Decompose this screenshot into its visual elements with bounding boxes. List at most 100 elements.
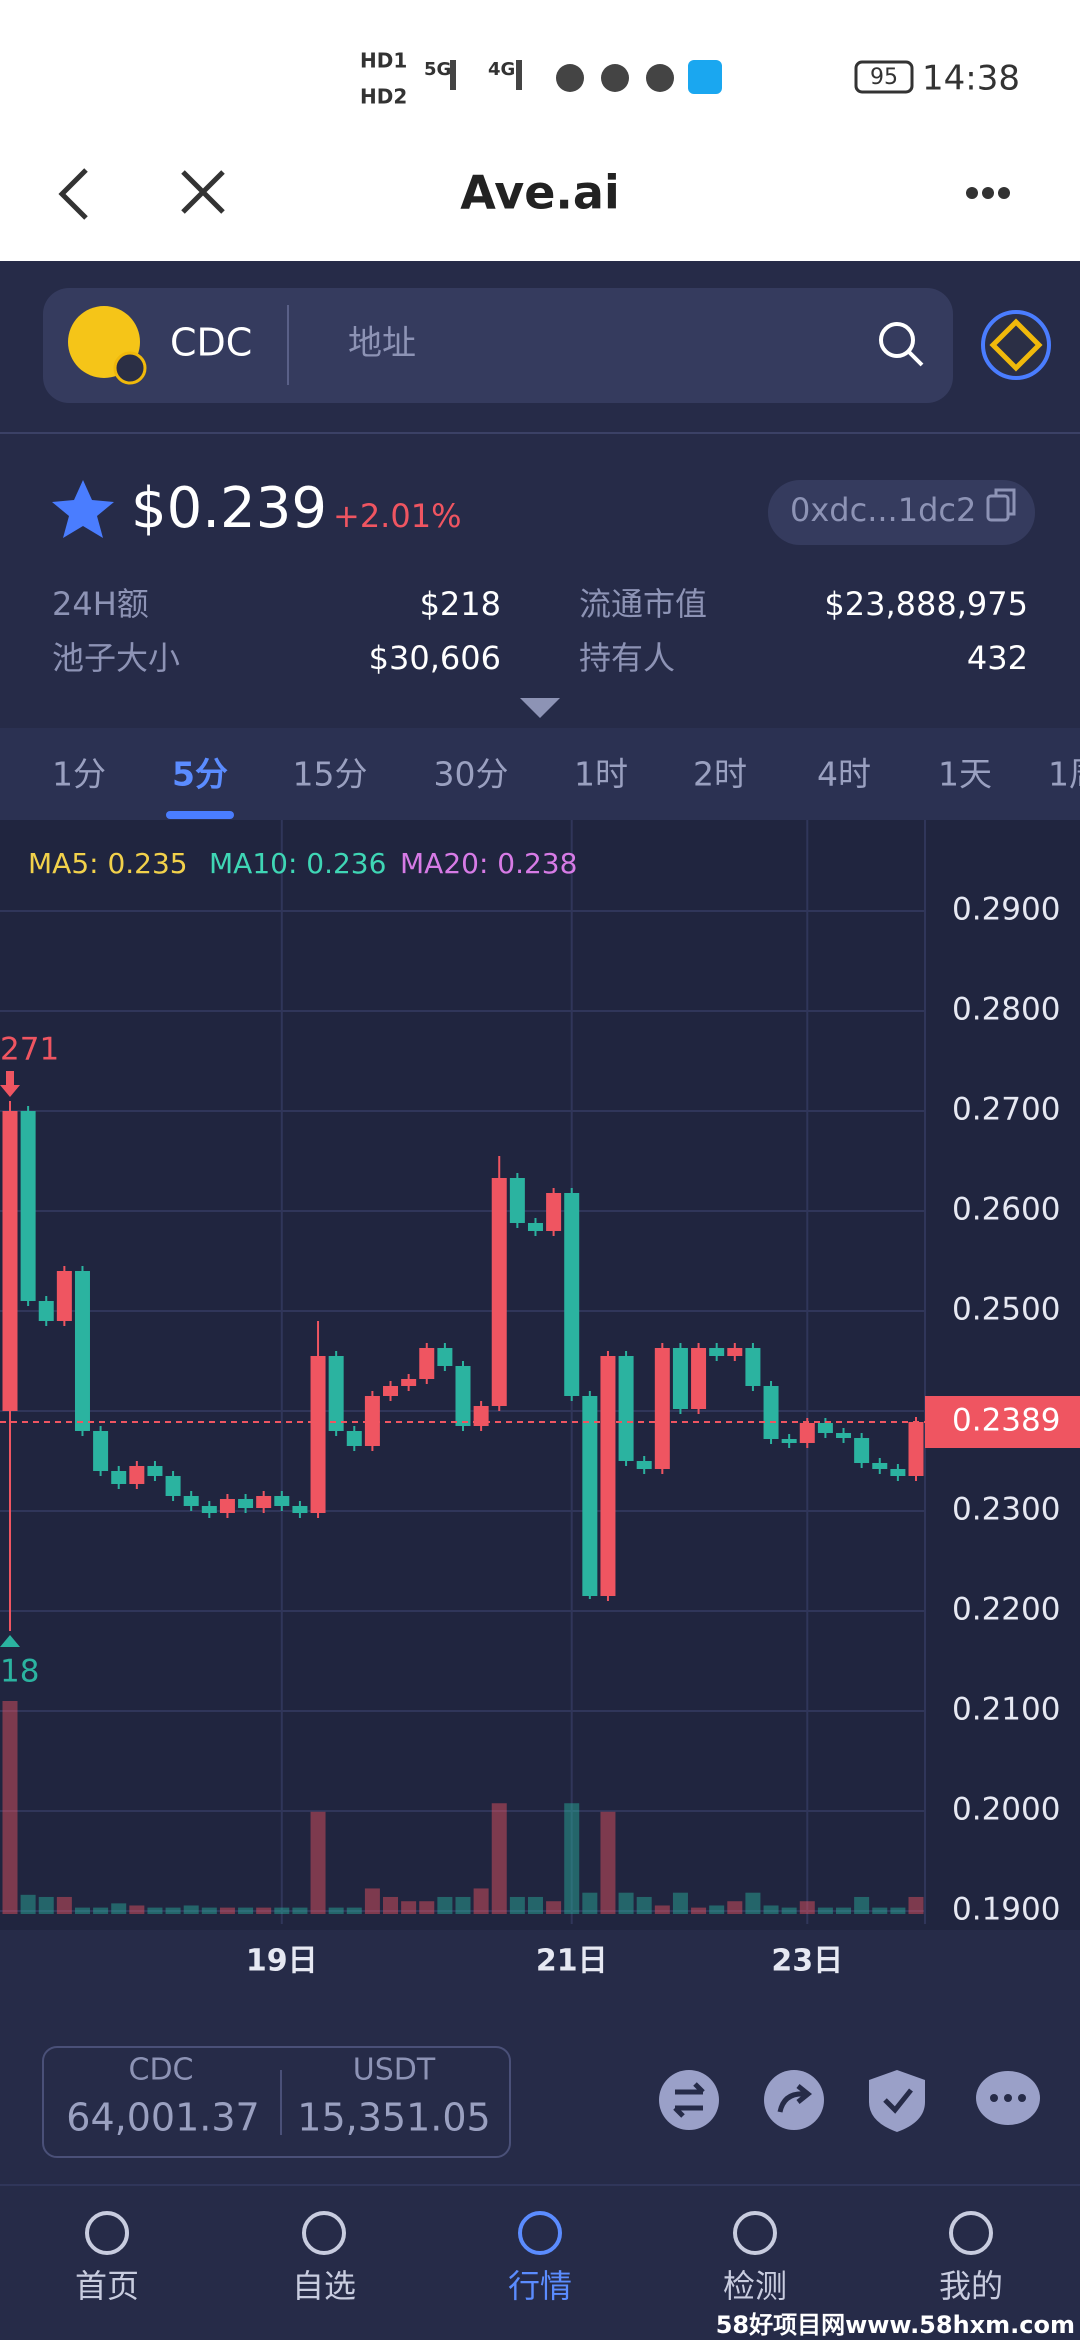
stat-label: 24H额 [52,585,149,623]
interval-tab[interactable]: 30分 [434,755,509,794]
tab-label[interactable]: 我的 [939,2267,1003,2305]
candle-body [908,1422,924,1476]
copy-icon[interactable] [986,488,1016,522]
y-tick-label: 0.2500 [952,1292,1060,1328]
stat-label: 流通市值 [579,585,707,623]
volume-bar [908,1896,924,1914]
close-button[interactable] [181,170,225,214]
volume-bar [546,1901,562,1914]
menu-button[interactable] [966,187,1010,199]
interval-tab[interactable]: 1天 [938,755,992,794]
back-button[interactable] [58,168,88,220]
candle-body [799,1423,815,1443]
volume-bar [600,1811,616,1914]
tab-label[interactable]: 首页 [75,2267,139,2305]
candle-body [346,1431,362,1446]
volume-bar [292,1907,308,1914]
nav-title: Ave.ai [460,166,619,220]
y-tick-label: 0.2700 [952,1092,1060,1128]
interval-tab[interactable]: 15分 [293,755,368,794]
volume-bar [763,1905,779,1914]
current-price-tag [925,1396,1080,1448]
tab-icon[interactable] [949,2211,993,2255]
battery [854,60,914,94]
high-arrow [0,1071,20,1097]
token-address: 0xdc...1dc2 [790,491,976,529]
volume-bar [201,1907,217,1914]
balance-amount: 15,351.05 [297,2096,490,2140]
y-tick-label: 0.2100 [952,1692,1060,1728]
candle-body [310,1356,326,1513]
search-bar[interactable] [43,288,953,403]
volume-bar [256,1907,272,1914]
low-marker: 18 [0,1654,39,1690]
top-bar-bg [0,0,1080,261]
status-signal: HD2 [360,85,407,109]
volume-bar [20,1894,36,1914]
volume-bar [817,1907,833,1914]
interval-bar [0,728,1080,820]
volume-bar [618,1892,634,1914]
volume-bar [672,1892,688,1914]
y-tick-label: 0.2600 [952,1192,1060,1228]
volume-bar [745,1892,761,1914]
candle-body [636,1461,652,1469]
chain-switch[interactable] [981,310,1051,380]
swap-button[interactable] [659,2070,719,2130]
y-tick-label: 0.2300 [952,1492,1060,1528]
tab-label[interactable]: 检测 [723,2267,787,2305]
interval-tab[interactable]: 4时 [817,755,871,794]
candle-body [618,1356,634,1461]
candle-body [600,1356,616,1596]
candle-body [564,1193,580,1396]
share-button[interactable] [764,2070,824,2130]
volume-bar [364,1888,380,1914]
volume-bar [346,1907,362,1914]
interval-tab[interactable]: 1时 [574,755,628,794]
volume-bar [38,1896,54,1914]
tab-icon[interactable] [518,2211,562,2255]
candle-body [890,1469,906,1476]
stat-label: 持有人 [579,639,675,677]
address-pill[interactable] [768,480,1035,545]
candle-body [437,1348,453,1366]
volume-bar [437,1896,453,1914]
balance-symbol: CDC [129,2053,194,2088]
candle-body [854,1438,870,1463]
volume-bar [419,1901,435,1914]
volume-bar [165,1907,181,1914]
candle-body [709,1348,725,1356]
volume-bar [527,1896,543,1914]
tab-icon[interactable] [302,2211,346,2255]
expand-toggle[interactable] [520,698,560,718]
stat-value: 432 [967,639,1028,677]
volume-bar [636,1896,652,1914]
interval-tab[interactable]: 1周 [1048,755,1080,794]
action-glyphs [673,2082,913,2118]
interval-tab[interactable]: 1分 [52,755,106,794]
candle-body [56,1271,72,1321]
tab-label[interactable]: 行情 [508,2267,572,2305]
interval-tab[interactable]: 5分 [172,755,228,794]
candle-body [147,1466,163,1476]
search-placeholder: 地址 [348,324,416,364]
watermark: 58好项目网www.58hxm.com [716,2311,1075,2339]
candle-body [364,1396,380,1446]
y-tick-label: 0.2200 [952,1592,1060,1628]
search-icon[interactable] [879,322,924,367]
volume-bar [147,1907,163,1914]
y-tick-label: 0.2900 [952,892,1060,928]
status-icons [450,60,722,94]
interval-tab[interactable]: 2时 [693,755,747,794]
tab-icon[interactable] [85,2211,129,2255]
favorite-star[interactable] [52,480,114,538]
tab-label[interactable]: 自选 [292,2267,356,2305]
balance-amount: 64,001.37 [66,2096,259,2140]
check-button[interactable] [869,2070,925,2132]
balance-symbol: USDT [353,2053,436,2088]
tab-icon[interactable] [733,2211,777,2255]
battery-level: 95 [870,65,898,90]
candle-body [872,1463,888,1469]
